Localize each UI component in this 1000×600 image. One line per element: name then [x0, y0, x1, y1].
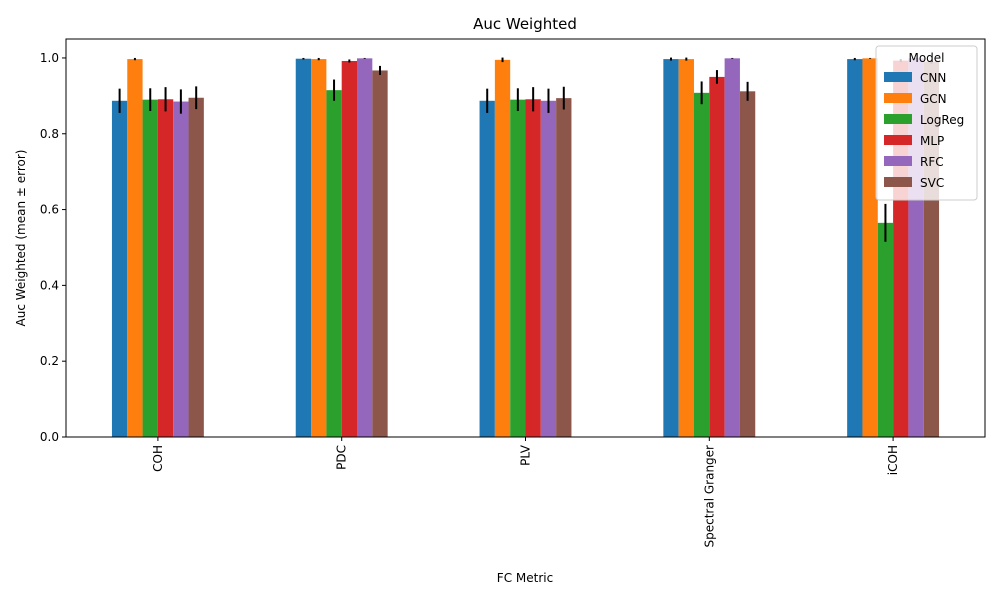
bar-cnn-0: [111, 100, 128, 437]
legend-label-cnn: CNN: [920, 71, 946, 85]
bar-mlp-3: [709, 76, 725, 438]
bar-logreg-1: [326, 90, 342, 438]
bar-svc-0: [188, 97, 204, 437]
bar-gcn-2: [494, 59, 511, 437]
chart-title: Auc Weighted: [473, 15, 577, 33]
x-tick-label: COH: [151, 445, 165, 472]
bar-rfc-2: [540, 100, 557, 437]
bar-rfc-1: [357, 58, 373, 438]
legend-swatch-rfc: [884, 156, 912, 166]
bar-mlp-1: [341, 60, 358, 437]
bar-mlp-2: [525, 99, 541, 438]
y-tick-label: 0.0: [40, 430, 59, 444]
y-axis: 0.0 0.2 0.4 0.6 0.8 1.0: [40, 51, 66, 444]
x-tick-label: PDC: [335, 445, 349, 470]
bar-mlp-0: [157, 99, 174, 438]
bars-group: [111, 58, 940, 438]
legend-title: Model: [908, 51, 944, 65]
y-tick-label: 1.0: [40, 51, 59, 65]
legend-label-logreg: LogReg: [920, 113, 964, 127]
legend-label-svc: SVC: [920, 176, 944, 190]
bar-rfc-0: [173, 101, 189, 438]
bar-cnn-4: [847, 59, 863, 437]
legend: Model CNN GCN LogReg MLP RFC SVC: [875, 45, 978, 201]
legend-swatch-gcn: [884, 93, 912, 103]
bar-gcn-0: [127, 59, 143, 437]
y-axis-label: Auc Weighted (mean ± error): [14, 150, 28, 327]
bar-cnn-2: [479, 100, 495, 437]
bar-gcn-1: [311, 59, 327, 437]
bar-svc-3: [739, 91, 756, 438]
y-tick-label: 0.6: [40, 203, 59, 217]
bar-logreg-2: [510, 99, 526, 438]
y-tick-label: 0.4: [40, 278, 59, 292]
x-tick-label: Spectral Granger: [702, 445, 716, 548]
bar-svc-2: [556, 98, 572, 437]
error-bars-group: [118, 57, 933, 242]
legend-label-gcn: GCN: [920, 92, 947, 106]
legend-swatch-mlp: [884, 135, 912, 145]
legend-label-rfc: RFC: [920, 155, 944, 169]
bar-cnn-1: [295, 58, 312, 437]
x-axis-label: FC Metric: [497, 571, 553, 585]
x-tick-label: iCOH: [886, 445, 900, 475]
x-tick-label: PLV: [519, 444, 533, 466]
legend-swatch-logreg: [884, 114, 912, 124]
y-tick-label: 0.8: [40, 127, 59, 141]
legend-swatch-cnn: [884, 72, 912, 82]
y-tick-label: 0.2: [40, 354, 59, 368]
legend-label-mlp: MLP: [920, 134, 944, 148]
bar-svc-1: [372, 70, 388, 438]
legend-swatch-svc: [884, 177, 912, 187]
bar-logreg-3: [693, 92, 710, 437]
bar-gcn-3: [678, 59, 694, 437]
bar-logreg-4: [877, 222, 894, 437]
bar-rfc-3: [724, 58, 740, 438]
x-axis: COH PDC PLV Spectral Granger iCOH: [151, 437, 900, 547]
bar-cnn-3: [663, 59, 679, 437]
bar-gcn-4: [862, 58, 878, 438]
bar-logreg-0: [142, 99, 158, 438]
